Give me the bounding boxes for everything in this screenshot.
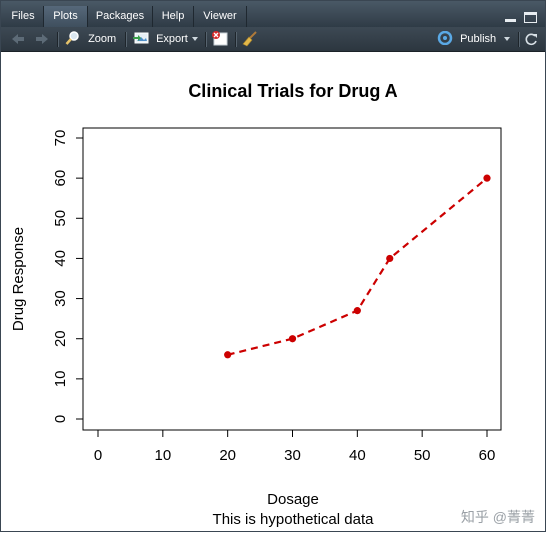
x-tick-label: 30 (284, 447, 301, 464)
watermark-text: 知乎 @菁菁 (460, 509, 535, 525)
window-controls (501, 10, 537, 28)
y-tick-label: 0 (52, 415, 69, 423)
arrow-left-icon[interactable] (11, 33, 25, 45)
chart-subtitle: This is hypothetical data (213, 511, 375, 528)
line-chart: Clinical Trials for Drug A 0 10 20 30 40 50 60… (10, 81, 502, 528)
publish-icon (437, 30, 453, 46)
arrow-right-icon[interactable] (35, 33, 49, 45)
data-point (224, 351, 232, 359)
y-tick-label: 60 (52, 170, 69, 187)
tab-viewer[interactable]: Viewer (194, 6, 247, 27)
data-point (386, 254, 394, 263)
zoom-label: Zoom (88, 33, 117, 45)
export-image-icon (133, 32, 149, 44)
tab-files[interactable]: Files (3, 6, 44, 27)
series-line (227, 177, 488, 356)
plot-box (82, 127, 502, 431)
tab-plots[interactable]: Plots (44, 6, 88, 27)
maximize-icon[interactable] (524, 12, 537, 23)
zoom-button[interactable]: Zoom (65, 27, 116, 51)
y-axis-label: Drug Response (10, 227, 27, 331)
plots-toolbar: Zoom Export Publish (1, 27, 545, 52)
data-point (288, 335, 297, 343)
export-button[interactable]: Export (133, 27, 198, 51)
x-tick-label: 60 (479, 447, 496, 464)
publish-label: Publish (460, 33, 497, 45)
y-tick-label: 30 (52, 290, 69, 307)
chevron-down-icon (191, 37, 198, 42)
x-tick-label: 20 (219, 447, 236, 464)
x-tick-label: 50 (414, 447, 431, 464)
x-tick-label: 40 (349, 447, 366, 464)
export-label: Export (156, 33, 188, 45)
refresh-icon[interactable] (523, 32, 539, 46)
plot-canvas: Clinical Trials for Drug A 0 10 20 30 40 50 60… (1, 52, 545, 531)
pane-tab-bar: Files Plots Packages Help Viewer (1, 1, 545, 27)
broom-icon[interactable] (241, 30, 259, 48)
magnifier-icon (65, 31, 79, 45)
x-axis-label: Dosage (267, 491, 319, 508)
chart-title: Clinical Trials for Drug A (188, 81, 397, 101)
y-tick-label: 50 (52, 210, 69, 227)
publish-button[interactable]: Publish (437, 27, 511, 51)
remove-plot-icon[interactable] (211, 31, 229, 47)
y-tick-label: 10 (52, 371, 69, 388)
data-point (353, 307, 361, 315)
y-tick-label: 40 (52, 250, 69, 267)
data-point (483, 174, 491, 182)
x-tick-label: 0 (94, 447, 102, 464)
tab-help[interactable]: Help (153, 6, 194, 27)
minimize-icon[interactable] (504, 12, 517, 23)
tab-packages[interactable]: Packages (88, 6, 153, 27)
y-tick-label: 70 (52, 130, 69, 147)
x-tick-label: 10 (154, 447, 171, 464)
chevron-down-icon (504, 37, 511, 42)
y-tick-label: 20 (52, 330, 69, 347)
